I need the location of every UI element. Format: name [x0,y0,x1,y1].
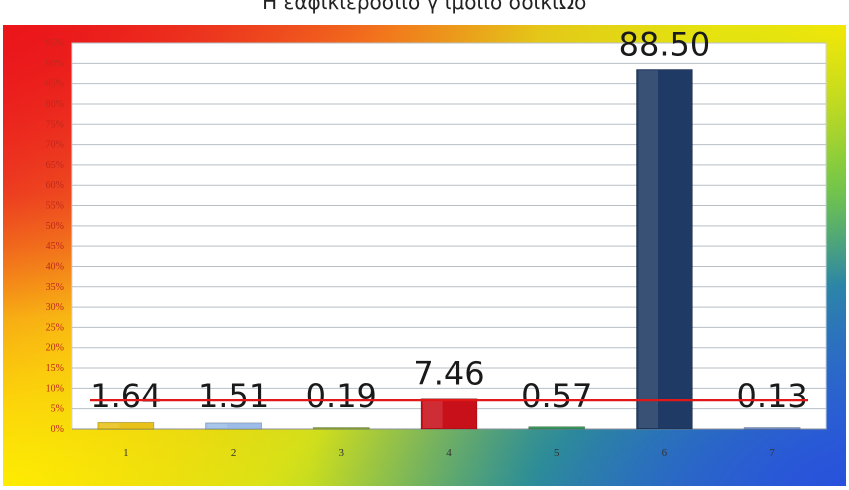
x-tick-label: 6 [662,447,668,459]
y-tick-label: 50% [46,221,64,232]
bar-highlight [638,70,659,429]
bar [528,426,586,430]
y-tick-label: 45% [46,241,64,252]
y-tick-label: 95% [46,38,64,49]
data-label: 7.46 [413,355,484,393]
bar [97,421,155,430]
y-tick-label: 80% [46,99,64,110]
y-tick-label: 25% [46,322,64,333]
chart-caption: Η εαφικιεροσιιο γ ιμοιιο σοικιΩσ [262,0,587,14]
x-tick-label: 2 [231,447,237,459]
bar [312,427,370,430]
y-tick-label: 70% [46,140,64,151]
y-tick-label: 65% [46,160,64,171]
x-tick-label: 4 [446,447,452,459]
data-label: 0.13 [737,377,808,415]
x-tick-label: 3 [339,447,345,459]
data-label: 1.51 [198,377,269,415]
y-tick-label: 0% [51,424,64,435]
y-tick-label: 60% [46,180,64,191]
data-label: 1.64 [90,377,161,415]
bar-highlight [422,399,443,428]
bar [205,422,262,430]
y-tick-label: 40% [46,261,64,272]
data-label: 0.19 [306,377,377,415]
y-tick-label: 35% [46,282,64,293]
bar [743,427,801,430]
y-tick-label: 85% [46,79,64,90]
y-tick-label: 15% [46,363,64,374]
data-label: 88.50 [619,25,711,63]
y-tick-label: 90% [46,58,64,69]
x-tick-label: 7 [769,447,775,459]
plot-area [71,42,827,430]
y-tick-label: 5% [51,404,64,415]
bar-highlight [99,423,120,428]
x-tick-label: 1 [123,447,129,459]
bar-highlight [207,423,228,428]
y-tick-label: 75% [46,119,64,130]
x-tick-label: 5 [554,447,560,459]
bar [636,69,693,430]
y-tick-label: 55% [46,201,64,212]
y-tick-label: 30% [46,302,64,313]
y-tick-label: 10% [46,383,64,394]
bar [420,398,478,430]
y-tick-label: 20% [46,343,64,354]
data-label: 0.57 [521,377,592,415]
